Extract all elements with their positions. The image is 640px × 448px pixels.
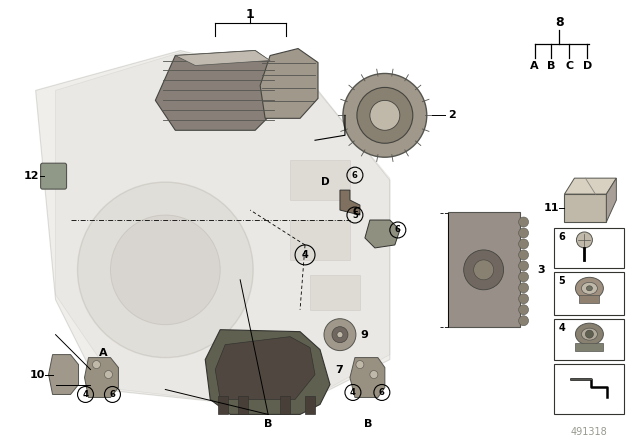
Polygon shape <box>84 358 118 397</box>
Text: C: C <box>565 60 573 70</box>
Polygon shape <box>340 190 360 215</box>
Circle shape <box>518 239 529 249</box>
Circle shape <box>518 250 529 260</box>
Text: 6: 6 <box>559 232 565 242</box>
Ellipse shape <box>575 277 604 299</box>
Text: 1: 1 <box>246 8 255 21</box>
Text: 6: 6 <box>379 388 385 397</box>
Text: C: C <box>352 207 360 217</box>
Polygon shape <box>175 51 270 65</box>
Polygon shape <box>49 355 79 395</box>
Circle shape <box>370 100 400 130</box>
Text: A: A <box>530 60 539 70</box>
Polygon shape <box>205 330 330 414</box>
Circle shape <box>77 182 253 358</box>
Circle shape <box>518 217 529 227</box>
Circle shape <box>577 232 593 248</box>
Polygon shape <box>156 51 280 130</box>
Text: 5: 5 <box>352 211 358 220</box>
Circle shape <box>474 260 493 280</box>
Circle shape <box>357 87 413 143</box>
FancyBboxPatch shape <box>290 160 350 200</box>
Circle shape <box>356 361 364 369</box>
Text: 9: 9 <box>360 330 368 340</box>
FancyBboxPatch shape <box>554 364 625 414</box>
Circle shape <box>343 73 427 157</box>
Polygon shape <box>606 178 616 222</box>
Text: 4: 4 <box>83 390 88 399</box>
Polygon shape <box>215 336 315 400</box>
Polygon shape <box>564 178 616 194</box>
FancyBboxPatch shape <box>290 220 350 260</box>
Circle shape <box>337 332 343 338</box>
Text: 6: 6 <box>395 225 401 234</box>
Polygon shape <box>260 48 318 118</box>
FancyBboxPatch shape <box>218 396 228 414</box>
Text: 4: 4 <box>301 250 308 260</box>
Circle shape <box>518 305 529 314</box>
Text: 10: 10 <box>29 370 45 379</box>
Ellipse shape <box>586 286 593 291</box>
Circle shape <box>518 261 529 271</box>
Polygon shape <box>36 51 390 409</box>
Text: 8: 8 <box>555 16 564 29</box>
Text: 7: 7 <box>335 365 342 375</box>
FancyBboxPatch shape <box>305 396 315 414</box>
FancyBboxPatch shape <box>564 194 606 222</box>
Circle shape <box>464 250 504 290</box>
Circle shape <box>518 283 529 293</box>
Text: 5: 5 <box>559 276 565 286</box>
Circle shape <box>370 370 378 379</box>
Text: B: B <box>547 60 556 70</box>
FancyBboxPatch shape <box>575 343 604 351</box>
Ellipse shape <box>581 282 597 294</box>
Circle shape <box>518 272 529 282</box>
Text: D: D <box>583 60 592 70</box>
Circle shape <box>332 327 348 343</box>
Text: 491318: 491318 <box>571 427 608 437</box>
Circle shape <box>586 330 593 338</box>
Circle shape <box>518 228 529 238</box>
Circle shape <box>93 361 100 369</box>
Circle shape <box>111 215 220 325</box>
FancyBboxPatch shape <box>448 212 520 327</box>
FancyBboxPatch shape <box>554 319 625 360</box>
Polygon shape <box>350 358 385 397</box>
Circle shape <box>518 316 529 326</box>
Text: B: B <box>364 419 372 429</box>
Ellipse shape <box>575 323 604 345</box>
Ellipse shape <box>581 328 597 340</box>
Text: 11: 11 <box>544 203 559 213</box>
Text: A: A <box>99 348 108 358</box>
Circle shape <box>104 370 113 379</box>
FancyBboxPatch shape <box>579 295 600 303</box>
FancyBboxPatch shape <box>554 272 625 314</box>
FancyBboxPatch shape <box>280 396 290 414</box>
Polygon shape <box>56 52 390 409</box>
Text: 2: 2 <box>448 110 456 121</box>
Circle shape <box>324 319 356 351</box>
Text: 6: 6 <box>352 171 358 180</box>
Text: 3: 3 <box>538 265 545 275</box>
Text: B: B <box>264 419 272 429</box>
FancyBboxPatch shape <box>40 163 67 189</box>
Text: D: D <box>321 177 330 187</box>
Text: 4: 4 <box>350 388 356 397</box>
Text: 12: 12 <box>24 171 40 181</box>
Text: 4: 4 <box>559 323 565 333</box>
Polygon shape <box>365 220 400 248</box>
FancyBboxPatch shape <box>554 228 625 268</box>
Text: 6: 6 <box>109 390 115 399</box>
FancyBboxPatch shape <box>238 396 248 414</box>
FancyBboxPatch shape <box>310 275 360 310</box>
Circle shape <box>518 294 529 304</box>
